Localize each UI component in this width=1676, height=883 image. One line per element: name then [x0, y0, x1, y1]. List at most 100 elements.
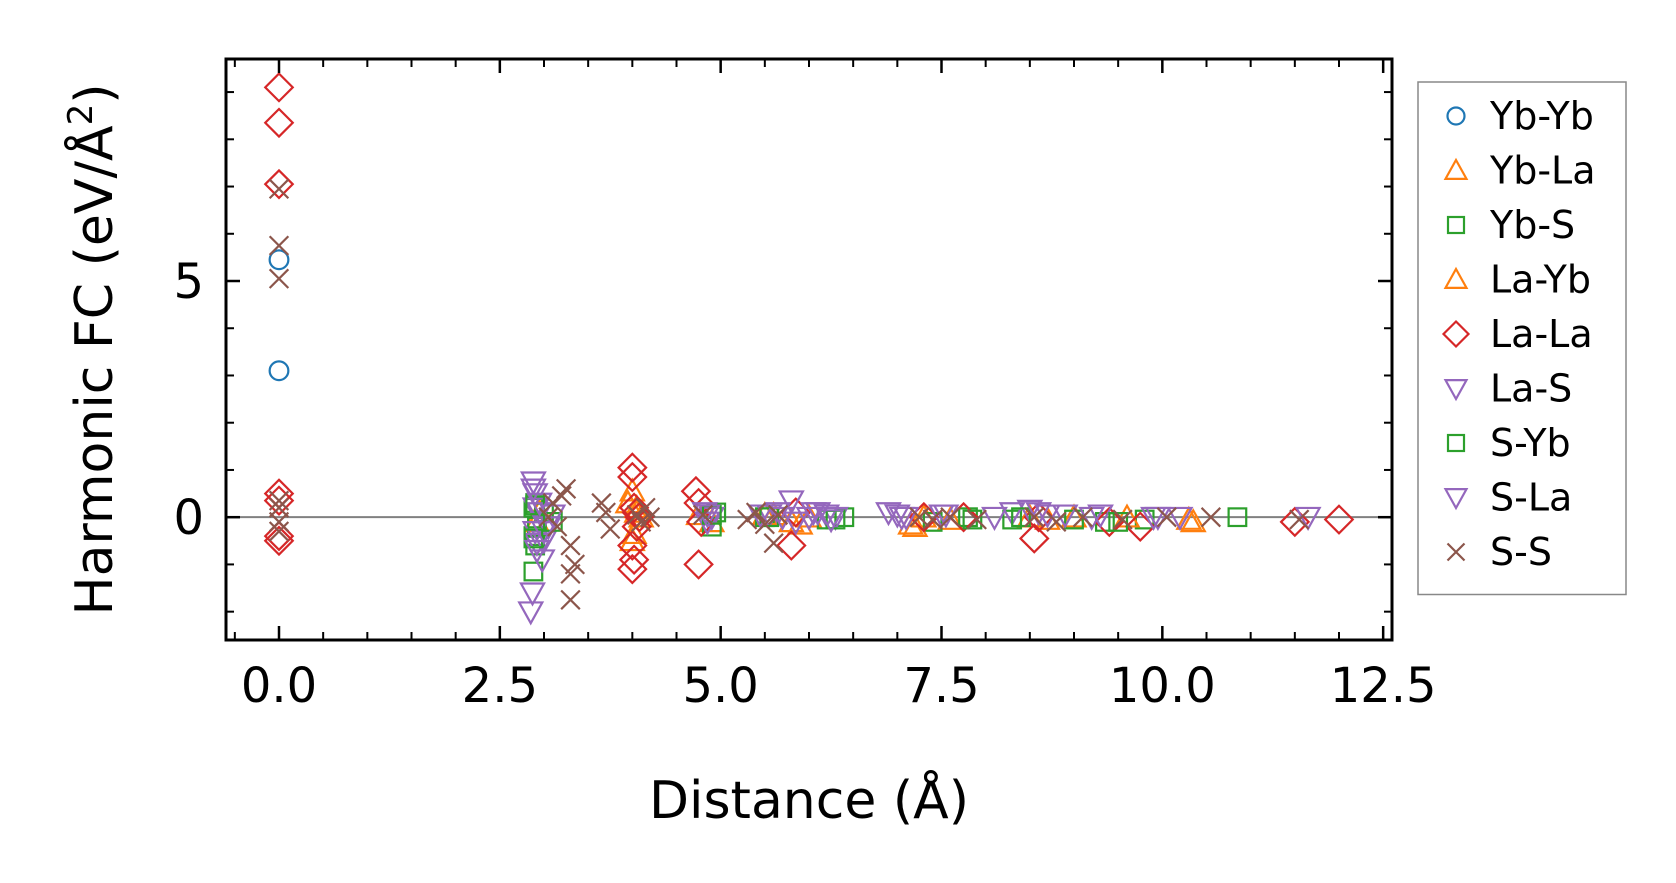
data-point — [962, 509, 983, 530]
data-point — [268, 249, 290, 271]
data-point — [737, 509, 758, 530]
legend-entry: S-La — [1443, 476, 1572, 520]
legend-entry: La-La — [1441, 312, 1593, 356]
data-point — [1011, 507, 1031, 528]
data-point — [1016, 499, 1044, 524]
data-point — [618, 492, 650, 524]
data-point — [1227, 507, 1248, 528]
data-point — [776, 530, 807, 561]
data-point — [683, 549, 714, 580]
y-axis-label: Harmonic FC (eV/Å2) — [61, 83, 125, 615]
data-point — [624, 501, 655, 533]
legend-label: S-La — [1490, 476, 1572, 520]
legend-marker — [1441, 319, 1471, 349]
data-point — [1289, 509, 1310, 530]
data-point — [1156, 507, 1177, 528]
data-point — [263, 525, 295, 557]
data-point — [618, 544, 650, 576]
data-point — [1046, 511, 1067, 533]
data-point — [268, 511, 290, 533]
legend-marker — [1443, 488, 1469, 511]
data-point — [940, 507, 961, 528]
x-tick-label: 5.0 — [682, 658, 758, 714]
data-point — [268, 235, 290, 256]
data-point — [813, 504, 841, 529]
data-point — [1200, 507, 1222, 528]
data-point — [822, 506, 849, 532]
x-axis-label: Distance (Å) — [649, 769, 969, 831]
data-point — [746, 504, 774, 529]
data-point — [1108, 512, 1129, 532]
x-tick-label: 7.5 — [903, 658, 979, 714]
data-point — [263, 107, 295, 139]
data-point — [981, 506, 1008, 532]
data-point — [617, 452, 648, 483]
data-point — [560, 589, 581, 610]
data-point — [745, 502, 767, 523]
data-point — [268, 490, 290, 511]
data-point — [1094, 506, 1125, 538]
data-point — [804, 502, 832, 527]
legend-marker — [1446, 433, 1466, 453]
data-point — [263, 520, 295, 552]
data-point — [782, 511, 810, 536]
legend-label: Yb-La — [1489, 149, 1596, 193]
legend-marker — [1446, 542, 1466, 562]
data-point — [936, 505, 964, 530]
data-point — [526, 492, 554, 517]
data-point — [268, 178, 290, 200]
data-point — [1034, 504, 1061, 529]
legend-entry: La-Yb — [1443, 258, 1591, 302]
data-points-layer — [263, 72, 1355, 626]
data-point — [1323, 504, 1355, 535]
data-point — [1072, 507, 1093, 528]
legend-entry: Yb-S — [1446, 203, 1575, 247]
legend-entry: La-S — [1443, 367, 1572, 411]
data-point — [1025, 502, 1053, 527]
legend-marker — [1446, 215, 1466, 235]
ticks-layer — [226, 59, 1392, 640]
data-point — [1051, 504, 1079, 529]
legend-label: La-Yb — [1490, 258, 1591, 302]
data-point — [888, 506, 916, 532]
x-tick-label: 10.0 — [1109, 658, 1216, 714]
data-point — [777, 490, 805, 515]
data-point — [268, 360, 290, 382]
data-point — [817, 509, 845, 534]
data-point — [519, 478, 547, 503]
data-point — [769, 506, 796, 532]
data-point — [1018, 523, 1050, 554]
data-point — [763, 533, 784, 554]
legend-label: Yb-S — [1489, 203, 1575, 247]
legend-marker — [1446, 106, 1466, 126]
data-point — [692, 504, 714, 525]
tick-labels-layer: 0.0 2.5 5.0 7.5 10.0 12.5 0 5 — [173, 254, 1436, 714]
series-s-s — [268, 178, 1310, 610]
data-point — [263, 485, 295, 516]
data-point — [595, 502, 616, 523]
legend: Yb-Yb Yb-La Yb-S La-Yb La-La La-S S-Yb S-La S-S — [1417, 81, 1627, 596]
series-s-la — [519, 478, 1322, 565]
legend-label: S-S — [1490, 530, 1552, 574]
series-yb-yb — [268, 249, 290, 382]
y-tick-label: 0 — [173, 490, 204, 546]
data-point — [639, 507, 661, 528]
legend-marker — [1443, 266, 1469, 289]
data-point — [268, 497, 290, 518]
data-point — [268, 268, 290, 289]
data-point — [1140, 506, 1167, 532]
data-point — [1175, 505, 1203, 530]
x-tick-label: 12.5 — [1330, 658, 1437, 714]
legend-label: La-S — [1490, 367, 1572, 411]
legend-entry: S-S — [1446, 530, 1552, 574]
data-point — [560, 535, 581, 556]
x-tick-label: 2.5 — [462, 658, 538, 714]
data-point — [1024, 507, 1045, 528]
data-point — [1279, 506, 1311, 538]
data-point — [564, 554, 586, 575]
data-point — [1112, 509, 1133, 530]
data-point — [519, 471, 547, 496]
data-point — [523, 539, 551, 565]
legend-marker — [1443, 379, 1469, 402]
